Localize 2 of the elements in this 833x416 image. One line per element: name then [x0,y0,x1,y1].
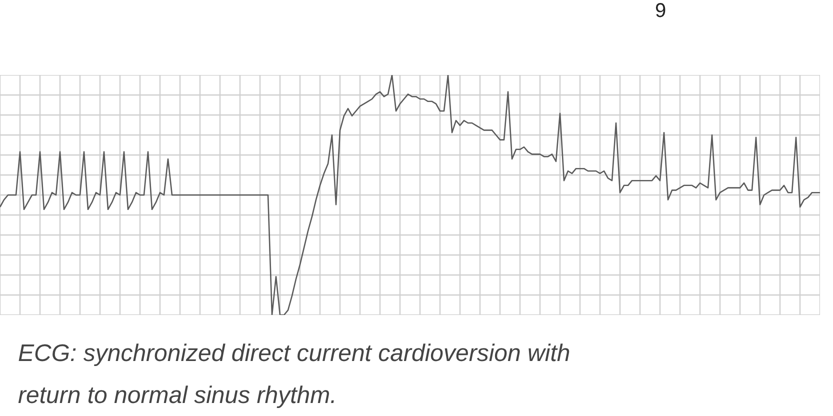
text: 9 [655,0,666,23]
text: ECG: synchronized direct current cardioversion with return to normal sinus rhythm. [18,339,572,411]
